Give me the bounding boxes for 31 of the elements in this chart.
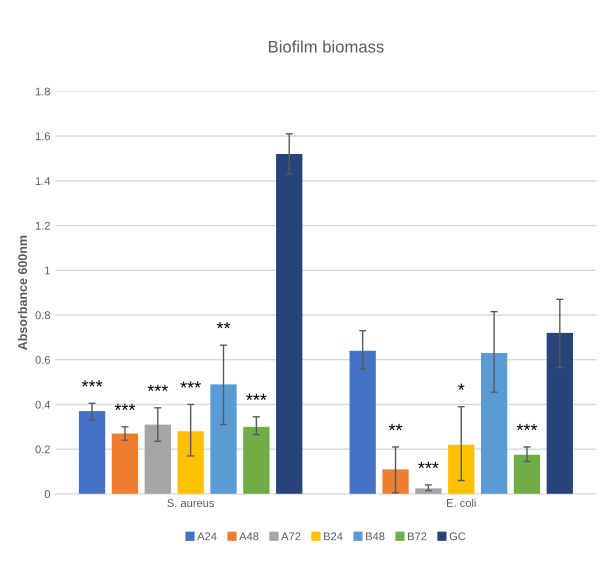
y-tick-label: 0.2: [35, 445, 50, 454]
data-label: **: [388, 424, 402, 430]
data-label: ***: [516, 424, 538, 430]
data-label: ***: [82, 380, 102, 387]
data-label: ***: [246, 394, 267, 400]
y-tick-label: 0.8: [35, 311, 50, 320]
data-label: *: [458, 384, 464, 390]
legend-label: A48: [239, 532, 258, 540]
y-tick-label: 0: [44, 490, 50, 498]
legend-label: GC: [450, 532, 466, 540]
x-tick-label: S. aureus: [167, 499, 214, 507]
legend-label: B48: [366, 532, 384, 540]
x-tick-label: E. coli: [447, 498, 476, 507]
y-tick-label: 1: [45, 266, 50, 274]
y-tick-label: 0.6: [35, 356, 50, 364]
legend-label: B72: [408, 532, 426, 540]
y-tick-label: 1.4: [36, 177, 50, 185]
y-tick-label: 0.4: [35, 400, 50, 409]
legend-label: A72: [281, 532, 300, 540]
data-label: **: [216, 322, 230, 328]
legend-label: A24: [197, 532, 217, 540]
data-label: ***: [418, 462, 439, 468]
chart-title: Biofilm biomass: [268, 40, 384, 53]
y-tick-label: 1.2: [36, 222, 50, 230]
y-axis-title: Absorbance 600nm: [18, 236, 28, 350]
data-label: ***: [148, 384, 168, 392]
y-tick-label: 1.6: [36, 132, 50, 140]
y-tick-label: 1.8: [36, 88, 50, 96]
data-label: ***: [114, 404, 136, 410]
legend-label: B24: [324, 532, 343, 540]
data-label: ***: [180, 381, 201, 388]
